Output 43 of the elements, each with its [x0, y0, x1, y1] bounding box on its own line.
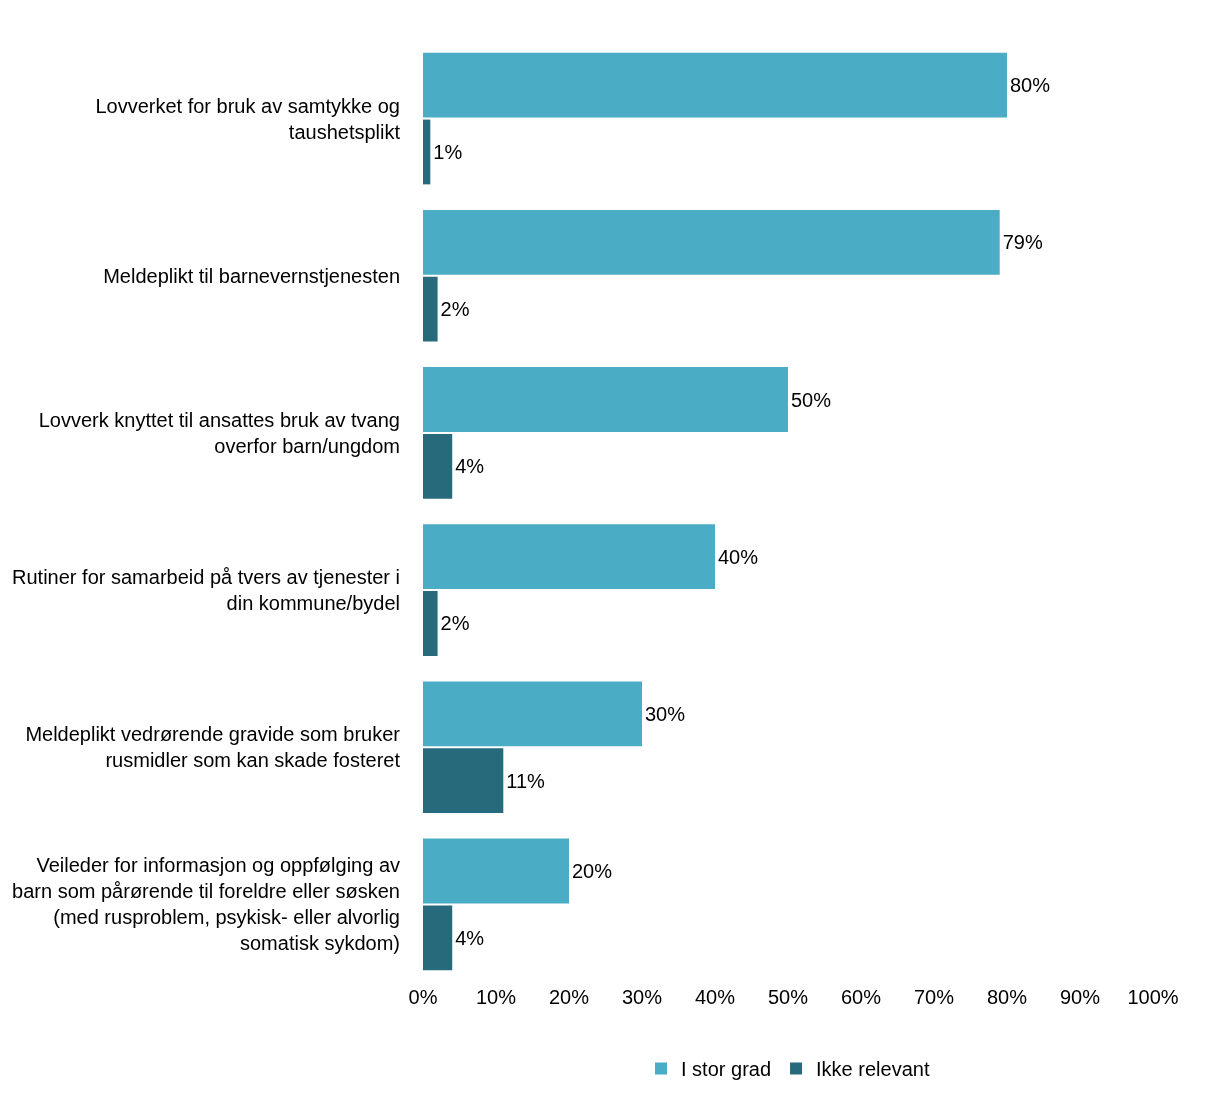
bar [423, 838, 569, 904]
x-tick-label: 10% [475, 986, 517, 1008]
x-tick-label: 100% [1127, 986, 1179, 1008]
bar [423, 209, 1000, 275]
x-tick-label: 80% [986, 986, 1028, 1008]
data-label: 20% [572, 860, 613, 883]
bar [423, 52, 1007, 118]
data-label: 1% [433, 140, 463, 163]
bar [423, 524, 715, 590]
data-label: 79% [1002, 231, 1043, 254]
data-label: 2% [440, 298, 470, 321]
y-tick-label: Veileder for informasjon og oppfølging av barn som pårørende til foreldre eller søsken (med rusproblem, psykisk- eller alvorlig somatisk sykdom) [12, 854, 400, 955]
legend-label: I stor grad [681, 1058, 772, 1081]
x-tick-label: 90% [1059, 986, 1101, 1008]
y-tick-label: Rutiner for samarbeid på tvers av tjenester i din kommune/bydel [12, 566, 400, 615]
data-label: 50% [791, 388, 832, 411]
data-label: 2% [440, 612, 470, 635]
y-tick-label: Meldeplikt til barnevernstjenesten [103, 264, 400, 287]
data-label: 40% [718, 545, 759, 568]
x-tick-label: 60% [840, 986, 882, 1008]
bar [423, 367, 788, 432]
legend-label: Ikke relevant [816, 1058, 930, 1081]
x-tick-label: 0% [408, 986, 438, 1008]
bar [423, 681, 642, 747]
data-label: 80% [1010, 74, 1051, 97]
x-tick-label: 40% [694, 986, 736, 1008]
x-tick-label: 50% [767, 986, 809, 1008]
bar [423, 591, 438, 656]
data-label: 11% [506, 769, 546, 792]
bar [423, 748, 504, 814]
bar [423, 433, 453, 499]
y-tick-label: Meldeplikt vedrørende gravide som bruker rusmidler som kan skade fosteret [25, 723, 401, 772]
bar [423, 276, 438, 342]
data-label: 30% [645, 702, 686, 725]
x-tick-label: 20% [548, 986, 590, 1008]
x-tick-label: 30% [621, 986, 663, 1008]
bar [423, 119, 431, 185]
data-label: 4% [455, 455, 485, 478]
x-tick-label: 70% [913, 986, 955, 1008]
y-tick-label: Lovverk knyttet til ansattes bruk av tvang overfor barn/ungdom [38, 408, 400, 457]
y-tick-label: Lovverket for bruk av samtykke og taushetsplikt [95, 94, 401, 143]
data-label: 4% [455, 926, 485, 949]
bar [423, 905, 453, 971]
